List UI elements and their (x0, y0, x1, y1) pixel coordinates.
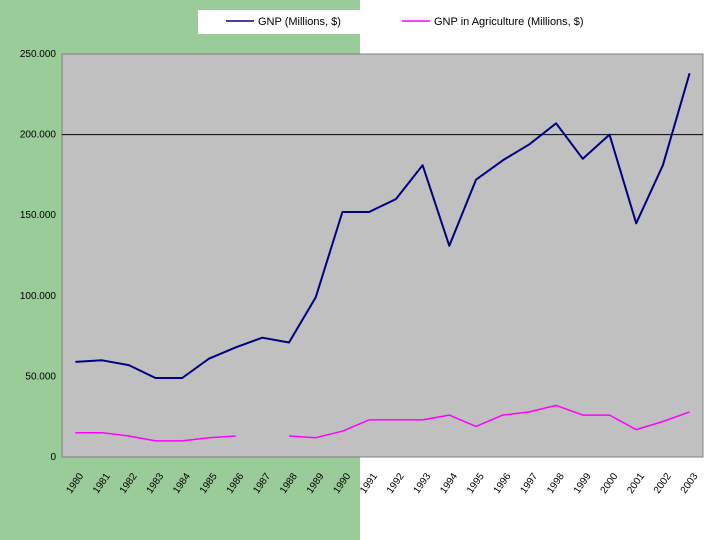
x-tick-label: 2001 (625, 471, 647, 496)
y-tick-label: 200.000 (20, 130, 57, 141)
x-tick-label: 1983 (145, 471, 167, 496)
x-tick-label: 1996 (492, 471, 514, 496)
x-tick-label: 2002 (652, 471, 674, 496)
y-tick-label: 250.000 (20, 49, 57, 60)
y-tick-label: 50.000 (25, 371, 56, 382)
x-tick-label: 1989 (305, 471, 327, 496)
x-tick-label: 1994 (438, 471, 460, 496)
x-tick-label: 1990 (332, 471, 354, 496)
x-tick-label: 2003 (679, 471, 701, 496)
x-tick-label: 1984 (171, 471, 193, 496)
series-line-agriculture-segment-1 (75, 432, 236, 442)
x-tick-label: 1993 (412, 471, 434, 496)
x-tick-label: 1991 (358, 471, 380, 496)
x-tick-label: 1986 (225, 471, 247, 496)
x-tick-label: 2000 (599, 471, 621, 496)
y-tick-label: 150.000 (20, 210, 57, 221)
y-axis: 0 50.000 100.000 150.000 200.000 250.000 (20, 49, 57, 463)
x-tick-label: 1981 (91, 471, 113, 496)
x-tick-label: 1985 (198, 471, 220, 496)
x-tick-label: 1987 (251, 471, 273, 496)
series-layer (75, 73, 691, 442)
x-tick-label: 1999 (572, 471, 594, 496)
x-tick-label: 1988 (278, 471, 300, 496)
x-tick-label: 1997 (518, 471, 540, 496)
legend-label-gnp: GNP (Millions, $) (258, 16, 341, 28)
x-axis: 1980 1981 1982 1983 1984 1985 1986 1987 1988 1989… (64, 471, 700, 496)
y-tick-label: 100.000 (20, 291, 57, 302)
legend: GNP (Millions, $) GNP in Agriculture (Mi… (226, 16, 584, 28)
legend-label-agriculture: GNP in Agriculture (Millions, $) (434, 16, 584, 28)
x-tick-label: 1995 (465, 471, 487, 496)
plot-area (61, 53, 704, 458)
x-tick-label: 1992 (385, 471, 407, 496)
series-line-gnp (75, 73, 691, 379)
series-line-agriculture-segment-2 (288, 404, 690, 439)
legend-box (198, 10, 612, 34)
x-tick-label: 1982 (118, 471, 140, 496)
x-tick-label: 1998 (545, 471, 567, 496)
x-tick-label: 1980 (64, 471, 86, 496)
y-tick-label: 0 (50, 452, 56, 463)
